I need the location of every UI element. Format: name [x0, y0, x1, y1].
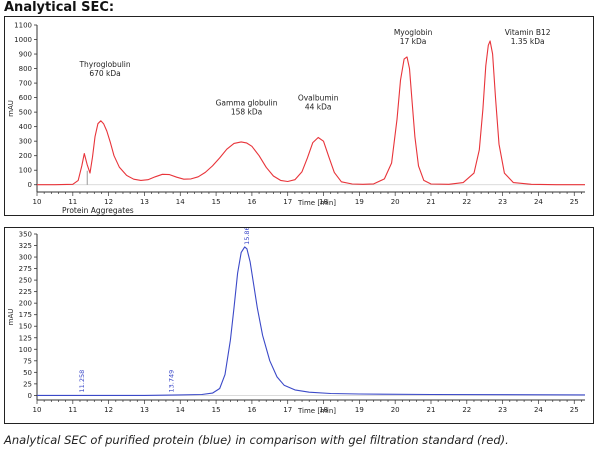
x-tick-label: 22: [462, 406, 471, 414]
x-tick-label: 12: [104, 198, 113, 206]
x-tick-label: 18: [319, 406, 328, 414]
x-tick-label: 11: [68, 406, 77, 414]
x-tick-label: 12: [104, 406, 113, 414]
y-tick-label: 250: [19, 277, 32, 285]
y-tick-label: 1100: [14, 22, 32, 30]
peak-annotation: 670 kDa: [89, 69, 120, 78]
y-axis-label: mAU: [7, 100, 15, 117]
peak-annotation: 17 kDa: [400, 37, 427, 46]
x-tick-label: 18: [319, 198, 328, 206]
x-tick-label: 15: [212, 406, 221, 414]
standard-chart-panel: 0 100 200 300 400 500 600 700 800 900 1000 1100 10 11…: [4, 16, 594, 216]
peak-annotation: Gamma globulin: [216, 99, 278, 108]
peak-annotation: Thyroglobulin: [78, 60, 130, 69]
standard-chromatogram-chart: 0 100 200 300 400 500 600 700 800 900 1000 1100 10 11…: [7, 22, 585, 215]
x-tick-label: 19: [355, 198, 364, 206]
y-tick-label: 150: [19, 323, 32, 331]
peak-annotation: Myoglobin: [394, 28, 433, 37]
x-tick-label: 25: [570, 198, 579, 206]
x-tick-label: 24: [534, 198, 543, 206]
peak-annotation: 1.35 kDa: [511, 37, 545, 46]
y-tick-label: 400: [19, 123, 32, 131]
x-tick-label: 23: [498, 198, 507, 206]
y-tick-label: 25: [23, 380, 32, 388]
x-tick-label: 22: [462, 198, 471, 206]
x-tick-label: 21: [427, 406, 436, 414]
x-tick-label: 13: [140, 198, 149, 206]
y-tick-label: 900: [19, 51, 32, 59]
x-tick-label: 23: [498, 406, 507, 414]
peak-time-label: 13.749: [167, 370, 175, 393]
x-tick-label: 20: [391, 406, 400, 414]
y-tick-label: 200: [19, 300, 32, 308]
y-tick-label: 700: [19, 80, 32, 88]
y-tick-label: 200: [19, 152, 32, 160]
x-tick-label: 19: [355, 406, 364, 414]
x-tick-label: 24: [534, 406, 543, 414]
peak-annotation: 44 kDa: [305, 103, 332, 112]
y-axis-label: mAU: [7, 309, 15, 326]
x-tick-label: 11: [68, 198, 77, 206]
x-tick-label: 14: [176, 198, 185, 206]
y-tick-label: 75: [23, 357, 32, 365]
series-line-0: [37, 40, 585, 186]
protein-chromatogram-chart: 0 25 50 75 100 125 150 175 200 225 250 275 300 325 350…: [7, 228, 586, 415]
series-line-0: [37, 246, 586, 396]
page-heading: Analytical SEC:: [4, 0, 115, 15]
x-tick-label: 16: [247, 406, 256, 414]
y-tick-label: 175: [19, 311, 32, 319]
x-tick-label: 10: [33, 406, 42, 414]
x-tick-label: 20: [391, 198, 400, 206]
y-tick-label: 600: [19, 94, 32, 102]
y-tick-label: 275: [19, 265, 32, 273]
x-tick-label: 10: [33, 198, 42, 206]
peak-annotation: 158 kDa: [231, 108, 262, 117]
protein-chart-panel: 0 25 50 75 100 125 150 175 200 225 250 275 300 325 350…: [4, 227, 594, 424]
x-axis-label: Time [min]: [297, 407, 336, 415]
y-tick-label: 0: [28, 181, 32, 189]
y-tick-label: 100: [19, 167, 32, 175]
peak-annotation: Protein Aggregates: [62, 206, 134, 215]
y-tick-label: 0: [28, 392, 32, 400]
x-tick-label: 14: [176, 406, 185, 414]
y-tick-label: 300: [19, 138, 32, 146]
x-tick-label: 21: [427, 198, 436, 206]
y-tick-label: 500: [19, 109, 32, 117]
figure-caption: Analytical SEC of purified protein (blue…: [4, 433, 509, 447]
x-tick-label: 17: [283, 198, 292, 206]
x-tick-label: 25: [570, 406, 579, 414]
peak-time-label: 15.862: [243, 228, 251, 245]
x-tick-label: 16: [247, 198, 256, 206]
peak-annotation: Vitamin B12: [505, 28, 551, 37]
y-tick-label: 1000: [14, 36, 32, 44]
peak-time-label: 11.258: [78, 370, 86, 393]
x-tick-label: 17: [283, 406, 292, 414]
y-tick-label: 350: [19, 231, 32, 239]
y-tick-label: 325: [19, 242, 32, 250]
y-tick-label: 50: [23, 369, 32, 377]
peak-annotation: Ovalbumin: [298, 94, 339, 103]
x-tick-label: 13: [140, 406, 149, 414]
y-tick-label: 300: [19, 254, 32, 262]
y-tick-label: 800: [19, 65, 32, 73]
x-tick-label: 15: [212, 198, 221, 206]
x-axis-label: Time [min]: [297, 199, 336, 207]
y-tick-label: 225: [19, 288, 32, 296]
y-tick-label: 100: [19, 346, 32, 354]
y-tick-label: 125: [19, 334, 32, 342]
